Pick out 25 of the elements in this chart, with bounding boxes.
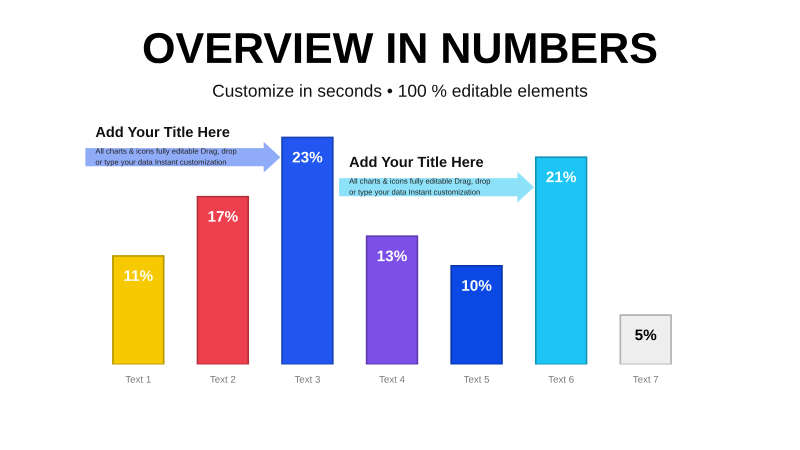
data-label: 11% — [124, 270, 153, 281]
x-tick-label: Text 7 — [632, 376, 658, 383]
x-tick-label: Text 3 — [294, 376, 320, 383]
bar — [366, 235, 418, 364]
text: Add Your Title Here — [96, 126, 230, 138]
bar — [112, 255, 164, 364]
bar — [281, 136, 334, 364]
data-label: 23% — [292, 152, 322, 163]
chart-title: OVERVIEW IN NUMBERS — [144, 32, 656, 64]
x-tick-label: Text 5 — [464, 376, 490, 383]
data-label: 10% — [462, 280, 492, 291]
chart-subtitle: Customize in seconds • 100 % editable elements — [213, 84, 588, 97]
x-tick-label: Text 2 — [210, 376, 236, 383]
data-label: 17% — [208, 211, 238, 222]
data-label: 13% — [378, 250, 407, 262]
x-tick-label: Text 4 — [379, 376, 405, 383]
data-label: 5% — [635, 329, 656, 340]
data-label: 21% — [546, 171, 576, 182]
bar — [620, 314, 672, 364]
x-tick-label: Text 1 — [126, 376, 151, 383]
bar — [450, 264, 503, 364]
bar — [534, 156, 588, 364]
bar — [196, 196, 250, 364]
x-tick-label: Text 6 — [548, 376, 574, 383]
annotation: Add Your Title Here — [349, 156, 484, 168]
